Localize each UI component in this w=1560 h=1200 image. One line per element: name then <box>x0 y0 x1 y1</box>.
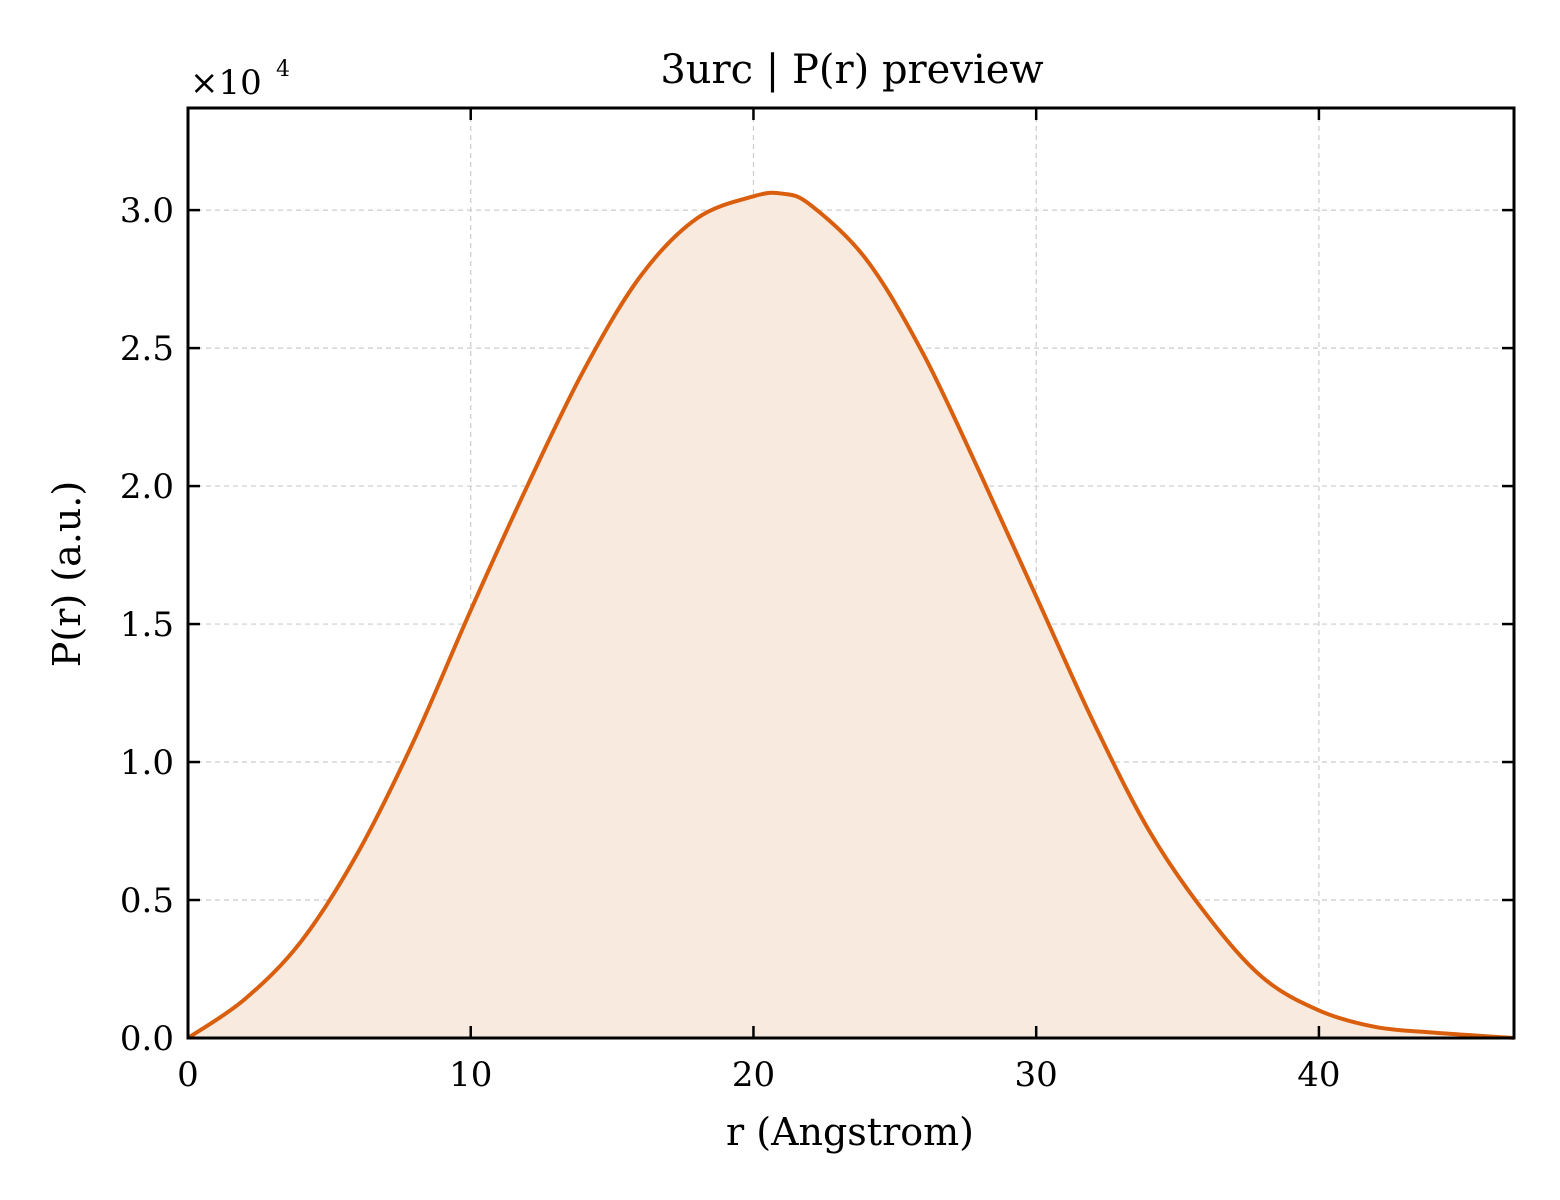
x-tick-label: 20 <box>732 1055 775 1095</box>
chart-title: 3urc | P(r) preview <box>660 47 1043 93</box>
plot-frame <box>186 106 1516 1040</box>
y-tick-label: 3.0 <box>120 191 174 231</box>
x-tick-label: 10 <box>449 1055 492 1095</box>
pr-curve-line <box>186 190 1515 1040</box>
y-tick-label: 0.0 <box>120 1019 174 1059</box>
y-tick-labels: 0.0 0.5 1.0 1.5 2.0 2.5 3.0 <box>120 191 174 1059</box>
pr-area-fill <box>188 192 1514 1038</box>
axis-ticks <box>186 108 1514 1040</box>
y-tick-label: 2.0 <box>120 467 174 507</box>
y-tick-label: 1.0 <box>120 743 174 783</box>
y-multiplier: ×10 4 <box>190 57 290 103</box>
x-tick-label: 0 <box>177 1055 199 1095</box>
y-tick-label: 0.5 <box>120 881 174 921</box>
x-tick-labels: 0 10 20 30 40 <box>177 1055 1340 1095</box>
y-tick-label: 1.5 <box>120 605 174 645</box>
x-tick-label: 30 <box>1015 1055 1058 1095</box>
y-multiplier-base: ×10 <box>190 63 262 103</box>
x-axis-label: r (Angstrom) <box>726 1110 974 1154</box>
x-tick-label: 40 <box>1297 1055 1340 1095</box>
y-tick-label: 2.5 <box>120 329 174 369</box>
y-multiplier-exponent: 4 <box>276 57 290 82</box>
y-axis-label: P(r) (a.u.) <box>45 481 89 667</box>
